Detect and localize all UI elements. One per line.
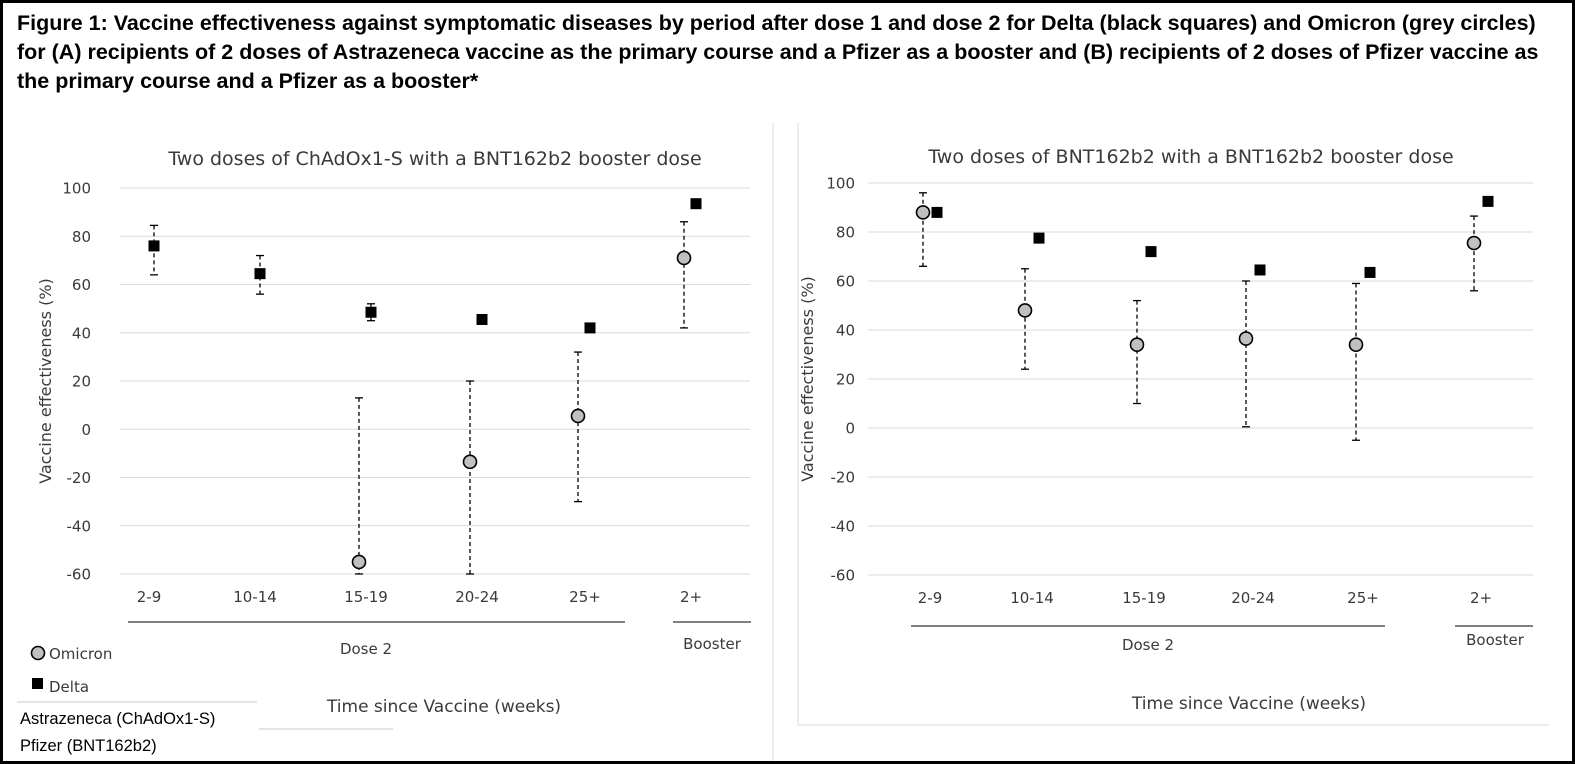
legend-omicron-marker: [30, 645, 46, 661]
data-point-delta: [365, 306, 377, 318]
data-point-delta: [1364, 266, 1376, 278]
y-tick-label-b: -40: [831, 518, 856, 536]
y-tick-label-a: 20: [72, 373, 91, 391]
x-category-label-a: 2-9: [137, 588, 162, 606]
chart-title-b: Two doses of BNT162b2 with a BNT162b2 bo…: [927, 146, 1453, 168]
group-label-booster-a: Booster: [683, 635, 742, 653]
y-tick-label-b: 0: [845, 420, 855, 438]
data-point-delta: [254, 268, 266, 280]
y-tick-label-a: 0: [81, 421, 91, 439]
data-point-delta: [1254, 264, 1266, 276]
y-tick-label-b: 100: [826, 175, 855, 193]
x-category-label-b: 10-14: [1010, 589, 1054, 607]
y-tick-label-a: 80: [72, 228, 91, 246]
data-point-omicron: [915, 205, 931, 220]
y-tick-label-a: -20: [67, 469, 92, 487]
chart-a: -60 -40 -20 0 20 40 60 80 100 Two doses of ChAdOx…: [36, 148, 751, 717]
data-point-delta: [584, 322, 596, 334]
y-axis-label-a: Vaccine effectiveness (%): [36, 278, 55, 484]
data-point-omicron: [570, 408, 586, 424]
legend-delta-label: Delta: [49, 678, 89, 696]
y-tick-label-a: 100: [62, 180, 91, 198]
x-category-label-b: 15-19: [1122, 589, 1166, 607]
group-label-booster-b: Booster: [1466, 631, 1525, 649]
x-category-label-b: 25+: [1347, 589, 1379, 607]
legend-delta-marker: [32, 678, 43, 689]
y-tick-label-a: 60: [72, 276, 91, 294]
x-axis-label-a: Time since Vaccine (weeks): [326, 697, 561, 717]
y-tick-label-b: 80: [836, 224, 855, 242]
x-category-label-a: 15-19: [344, 588, 388, 606]
data-point-omicron: [462, 454, 478, 470]
x-category-label-a: 25+: [569, 588, 601, 606]
data-point-delta: [931, 206, 943, 218]
legend-omicron-label: Omicron: [49, 645, 112, 663]
y-tick-label-b: -60: [831, 567, 856, 585]
data-point-omicron: [1348, 337, 1364, 353]
x-category-label-b: 2+: [1470, 589, 1492, 607]
key-vaccine-b: Pfizer (BNT162b2): [20, 737, 157, 755]
group-label-dose2-b: Dose 2: [1122, 636, 1174, 654]
chart-b: -60 -40 -20 0 20 40 60 80 100 Two doses of BNT162…: [798, 146, 1533, 714]
group-label-dose2-a: Dose 2: [340, 640, 392, 658]
figure-caption: Figure 1: Vaccine effectiveness against …: [17, 11, 1539, 93]
data-point-omicron: [1238, 331, 1254, 346]
y-tick-label-b: 60: [836, 273, 855, 291]
y-tick-label-b: 40: [836, 322, 855, 340]
y-axis-label-b: Vaccine effectiveness (%): [798, 276, 817, 482]
key-vaccine-a: Astrazeneca (ChAdOx1-S): [20, 710, 215, 728]
legend: Omicron Delta Astrazeneca (ChAdOx1-S) Pf…: [17, 645, 393, 755]
x-axis-label-b: Time since Vaccine (weeks): [1131, 694, 1366, 714]
x-category-label-a: 10-14: [233, 588, 277, 606]
y-tick-label-b: 20: [836, 371, 855, 389]
data-point-omicron: [1017, 303, 1033, 318]
data-point-delta: [148, 240, 160, 252]
data-point-delta: [690, 198, 702, 210]
x-category-label-a: 2+: [680, 588, 702, 606]
figure-canvas: -60 -40 -20 0 20 40 60 80 100 Two doses of ChAdOx…: [17, 123, 1549, 761]
data-point-omicron: [1129, 337, 1145, 353]
x-category-label-b: 20-24: [1231, 589, 1275, 607]
x-category-label-b: 2-9: [918, 589, 943, 607]
data-point-delta: [1033, 232, 1045, 244]
chart-title-a: Two doses of ChAdOx1-S with a BNT162b2 b…: [167, 148, 701, 170]
data-point-omicron: [1466, 235, 1482, 251]
data-point-delta: [1145, 246, 1157, 258]
y-tick-label-a: -60: [67, 566, 92, 584]
x-category-label-a: 20-24: [455, 588, 499, 606]
data-point-omicron: [351, 554, 367, 570]
data-point-delta: [1482, 195, 1494, 207]
y-tick-label-a: -40: [67, 517, 92, 535]
y-tick-label-b: -20: [831, 469, 856, 487]
data-point-omicron: [676, 250, 692, 266]
y-tick-label-a: 40: [72, 324, 91, 342]
data-point-delta: [476, 313, 488, 325]
